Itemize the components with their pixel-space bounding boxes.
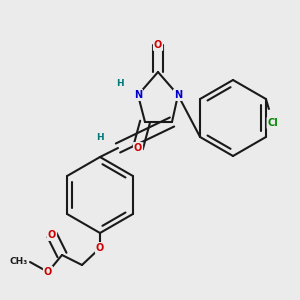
Text: Cl: Cl	[268, 118, 278, 128]
Text: O: O	[44, 267, 52, 277]
Text: N: N	[134, 90, 142, 100]
Text: N: N	[174, 90, 182, 100]
Text: CH₃: CH₃	[10, 257, 28, 266]
Text: O: O	[96, 243, 104, 253]
Text: O: O	[134, 143, 142, 153]
Text: H: H	[116, 79, 124, 88]
Text: O: O	[154, 40, 162, 50]
Text: H: H	[96, 134, 104, 142]
Text: O: O	[48, 230, 56, 240]
